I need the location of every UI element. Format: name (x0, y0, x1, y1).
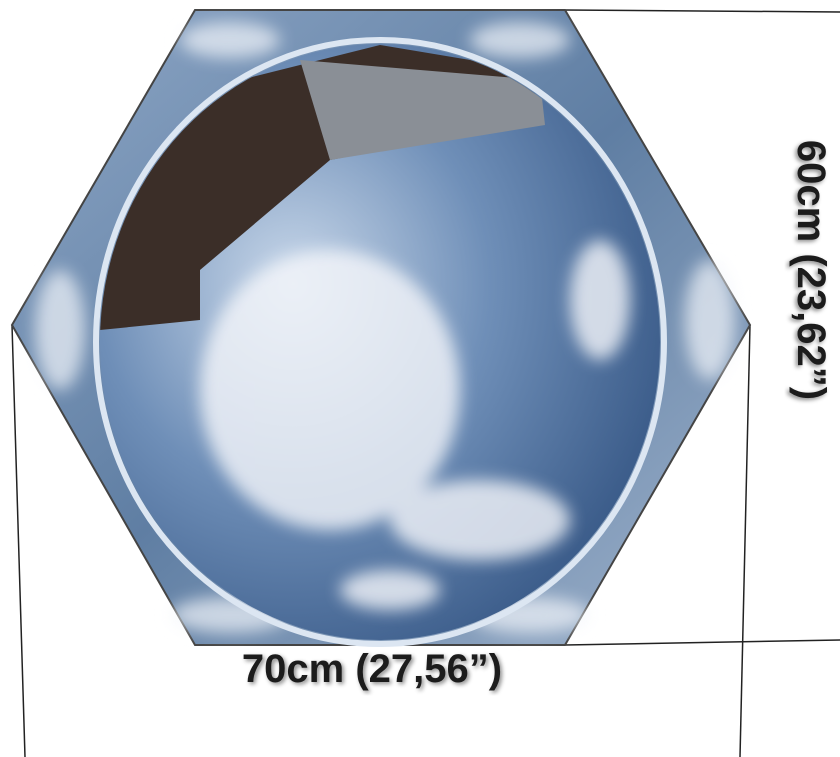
dimension-lines (11, 9, 840, 757)
hexagon-mirror (10, 9, 752, 647)
height-label: 60cm (23,62”) (789, 140, 833, 400)
width-label: 70cm (27,56”) (242, 647, 502, 691)
